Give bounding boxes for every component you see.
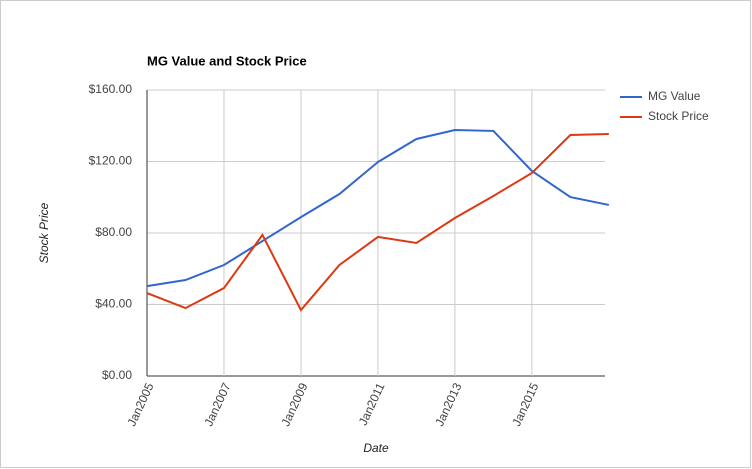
y-tick-label: $120.00 [89, 154, 133, 168]
y-tick-label: $160.00 [89, 82, 133, 96]
y-tick-label: $40.00 [95, 297, 132, 311]
series-line [146, 129, 610, 288]
legend-label: Stock Price [648, 109, 709, 123]
y-tick-label: $0.00 [102, 368, 132, 382]
series-line [146, 132, 609, 312]
y-tick-label: $80.00 [95, 225, 132, 239]
chart-title: MG Value and Stock Price [147, 53, 307, 68]
x-axis-title: Date [363, 441, 389, 455]
legend-label: MG Value [648, 89, 701, 103]
y-axis-title: Stock Price [37, 202, 51, 263]
